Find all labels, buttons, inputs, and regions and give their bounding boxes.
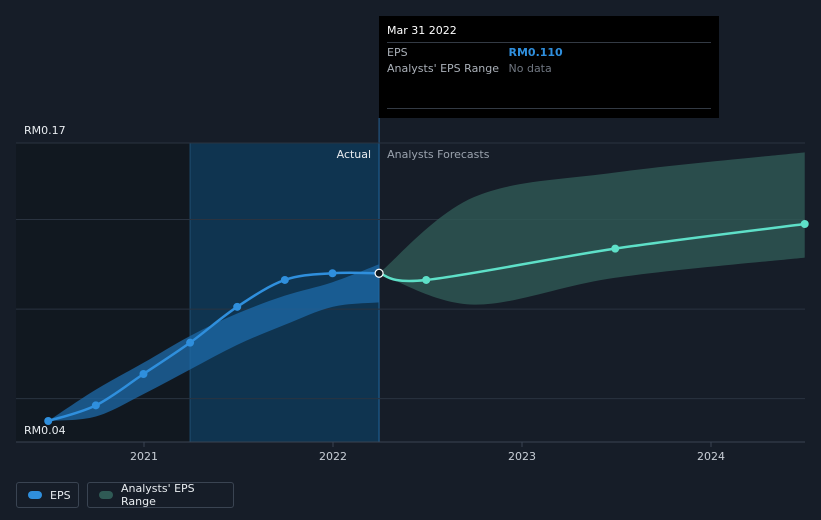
eps-forecast-point [611, 244, 620, 253]
eps-forecast-line [378, 222, 805, 283]
tooltip: Mar 31 2022 EPS RM0.110 Analysts' EPS Ra… [379, 16, 719, 118]
eps-point [374, 268, 384, 278]
tooltip-range-label: Analysts' EPS Range [387, 62, 500, 75]
tooltip-divider [387, 108, 711, 109]
tooltip-row-eps: EPS RM0.110 [387, 42, 711, 59]
x-tick-label: 2023 [508, 450, 536, 463]
legend-range-swatch [99, 491, 113, 499]
eps-forecast-point [800, 220, 809, 229]
x-tick-label: 2022 [319, 450, 347, 463]
x-tick-label: 2021 [130, 450, 158, 463]
y-axis-top-label: RM0.17 [24, 124, 66, 137]
tooltip-date: Mar 31 2022 [387, 24, 457, 37]
y-axis-bottom-label: RM0.04 [24, 424, 66, 437]
legend-eps-swatch [28, 491, 42, 499]
tooltip-range-value: No data [508, 62, 552, 75]
x-tick-label: 2024 [697, 450, 725, 463]
forecast-label: Analysts Forecasts [387, 148, 490, 161]
actual-label: Actual [337, 148, 371, 161]
eps-point [139, 369, 148, 378]
eps-forecast-point [422, 275, 431, 284]
eps-point [233, 302, 242, 311]
eps-point [91, 401, 100, 410]
eps-point [44, 417, 53, 425]
eps-point [186, 338, 195, 347]
legend-range-label: Analysts' EPS Range [121, 482, 195, 508]
tooltip-eps-value: RM0.110 [508, 46, 563, 59]
eps-range-band-forecast [379, 152, 805, 305]
tooltip-row-range: Analysts' EPS Range No data [387, 59, 711, 75]
legend-range[interactable]: Analysts' EPS Range [87, 482, 234, 508]
eps-point [280, 275, 289, 284]
legend-eps[interactable]: EPS [16, 482, 79, 508]
legend-eps-label: EPS [50, 488, 71, 502]
eps-point [328, 269, 337, 278]
tooltip-eps-label: EPS [387, 46, 408, 59]
